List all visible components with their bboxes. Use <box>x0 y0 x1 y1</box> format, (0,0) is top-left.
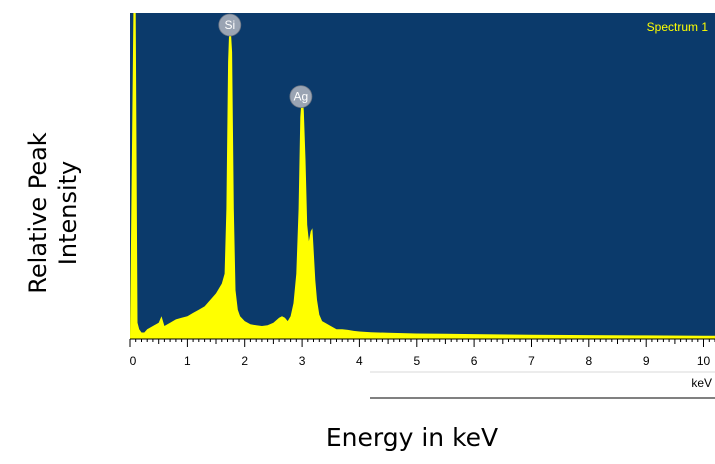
x-tick-label: 2 <box>241 354 248 368</box>
peak-marker-circle <box>289 85 313 108</box>
peak-marker-circle <box>218 13 242 37</box>
plot-area-background <box>130 13 715 339</box>
x-tick-label: 0 <box>130 354 137 368</box>
x-tick-label: 3 <box>299 354 306 368</box>
peak-marker-ag: Ag <box>289 85 313 108</box>
x-tick-label: 6 <box>471 354 478 368</box>
legend-spectrum: Spectrum 1 <box>647 20 709 34</box>
x-tick-label: 8 <box>585 354 592 368</box>
y-axis-label-line-1: Relative Peak <box>24 132 52 294</box>
peak-marker-si: Si <box>218 13 242 37</box>
x-tick-label: 7 <box>528 354 535 368</box>
peak-label-si: Si <box>224 18 235 32</box>
x-axis-unit-label: keV <box>691 376 712 390</box>
peak-label-ag: Ag <box>294 90 309 104</box>
x-tick-label: 9 <box>643 354 650 368</box>
x-tick-label: 5 <box>413 354 420 368</box>
x-tick-label: 10 <box>697 354 711 368</box>
peak-label-layer: Si Ag <box>218 13 313 108</box>
y-axis-label: Relative Peak Intensity <box>24 132 82 294</box>
x-axis-label: Energy in keV <box>326 423 498 452</box>
x-tick-label: 1 <box>184 354 191 368</box>
x-tick-label: 4 <box>356 354 363 368</box>
x-axis-ticks: 0 1 2 3 4 5 6 7 8 9 10 <box>129 339 715 368</box>
y-axis-label-line-2: Intensity <box>54 161 82 265</box>
